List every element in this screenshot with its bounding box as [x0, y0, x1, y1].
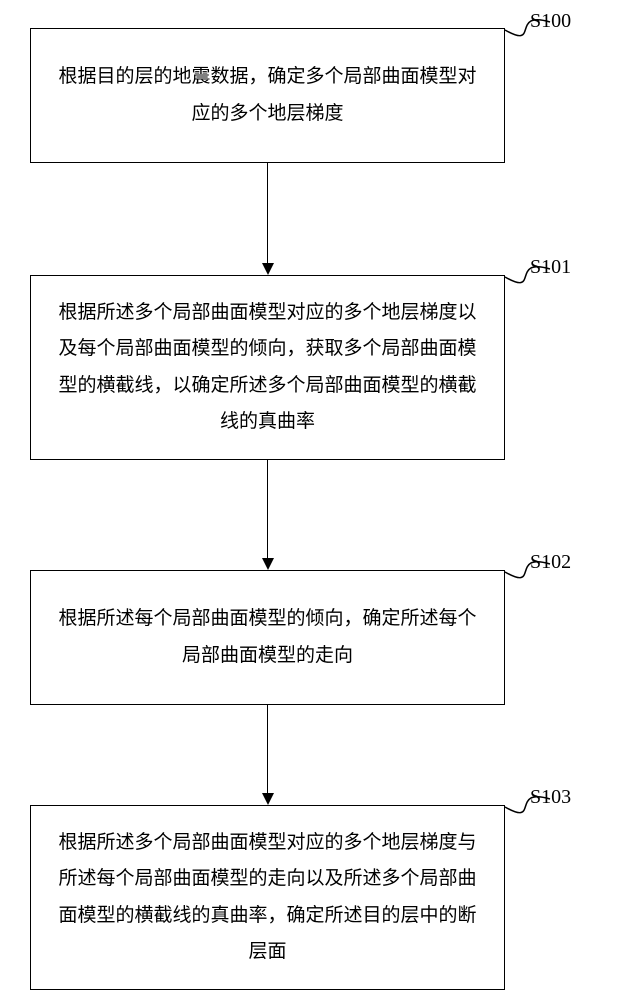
flow-arrow-head-icon	[262, 263, 274, 275]
flow-node-text: 根据目的层的地震数据，确定多个局部曲面模型对应的多个地层梯度	[53, 59, 482, 131]
flow-node-text: 根据所述每个局部曲面模型的倾向，确定所述每个局部曲面模型的走向	[53, 601, 482, 673]
flow-arrow-head-icon	[262, 793, 274, 805]
step-label-s103: S103	[530, 786, 571, 809]
flow-node-s100: 根据目的层的地震数据，确定多个局部曲面模型对应的多个地层梯度	[30, 28, 505, 163]
flow-arrow	[267, 460, 268, 558]
flow-arrow	[267, 163, 268, 263]
flowchart-container: 根据目的层的地震数据，确定多个局部曲面模型对应的多个地层梯度 S100 根据所述…	[0, 0, 633, 1000]
flow-node-text: 根据所述多个局部曲面模型对应的多个地层梯度与所述每个局部曲面模型的走向以及所述多…	[53, 825, 482, 969]
step-label-s101: S101	[530, 256, 571, 279]
flow-node-s103: 根据所述多个局部曲面模型对应的多个地层梯度与所述每个局部曲面模型的走向以及所述多…	[30, 805, 505, 990]
flow-arrow-head-icon	[262, 558, 274, 570]
flow-node-s102: 根据所述每个局部曲面模型的倾向，确定所述每个局部曲面模型的走向	[30, 570, 505, 705]
step-label-s100: S100	[530, 10, 571, 33]
flow-arrow	[267, 705, 268, 793]
step-label-s102: S102	[530, 551, 571, 574]
flow-node-text: 根据所述多个局部曲面模型对应的多个地层梯度以及每个局部曲面模型的倾向，获取多个局…	[53, 295, 482, 439]
flow-node-s101: 根据所述多个局部曲面模型对应的多个地层梯度以及每个局部曲面模型的倾向，获取多个局…	[30, 275, 505, 460]
